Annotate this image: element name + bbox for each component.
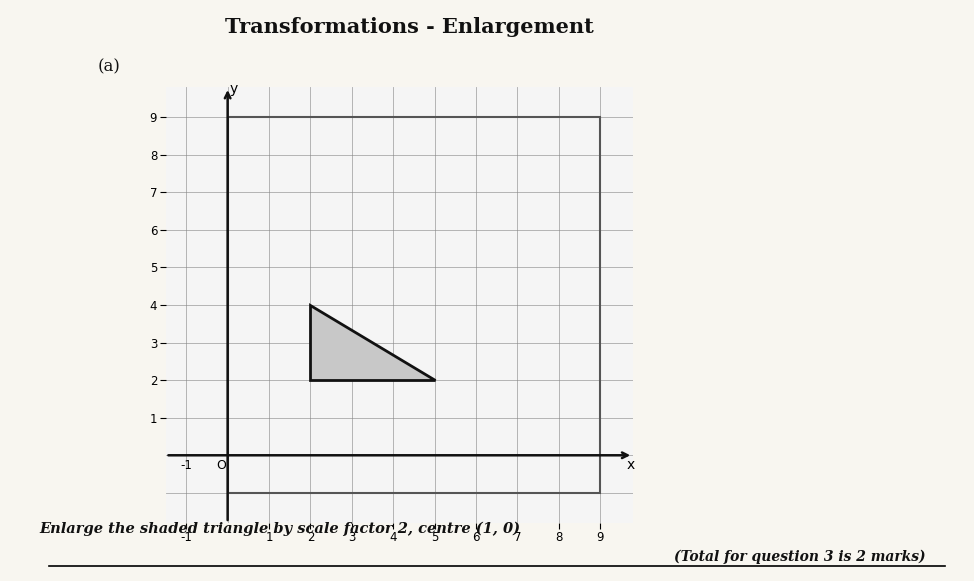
- Text: Enlarge the shaded triangle by scale factor 2, centre (1, 0): Enlarge the shaded triangle by scale fac…: [39, 522, 520, 536]
- Text: -1: -1: [180, 460, 192, 472]
- Text: Transformations - Enlargement: Transformations - Enlargement: [225, 17, 593, 37]
- Text: (Total for question 3 is 2 marks): (Total for question 3 is 2 marks): [674, 549, 925, 564]
- Text: (a): (a): [97, 58, 120, 75]
- Text: x: x: [627, 458, 635, 472]
- Text: y: y: [230, 82, 238, 96]
- Text: O: O: [216, 460, 226, 472]
- Bar: [228, 117, 600, 493]
- Polygon shape: [311, 305, 434, 380]
